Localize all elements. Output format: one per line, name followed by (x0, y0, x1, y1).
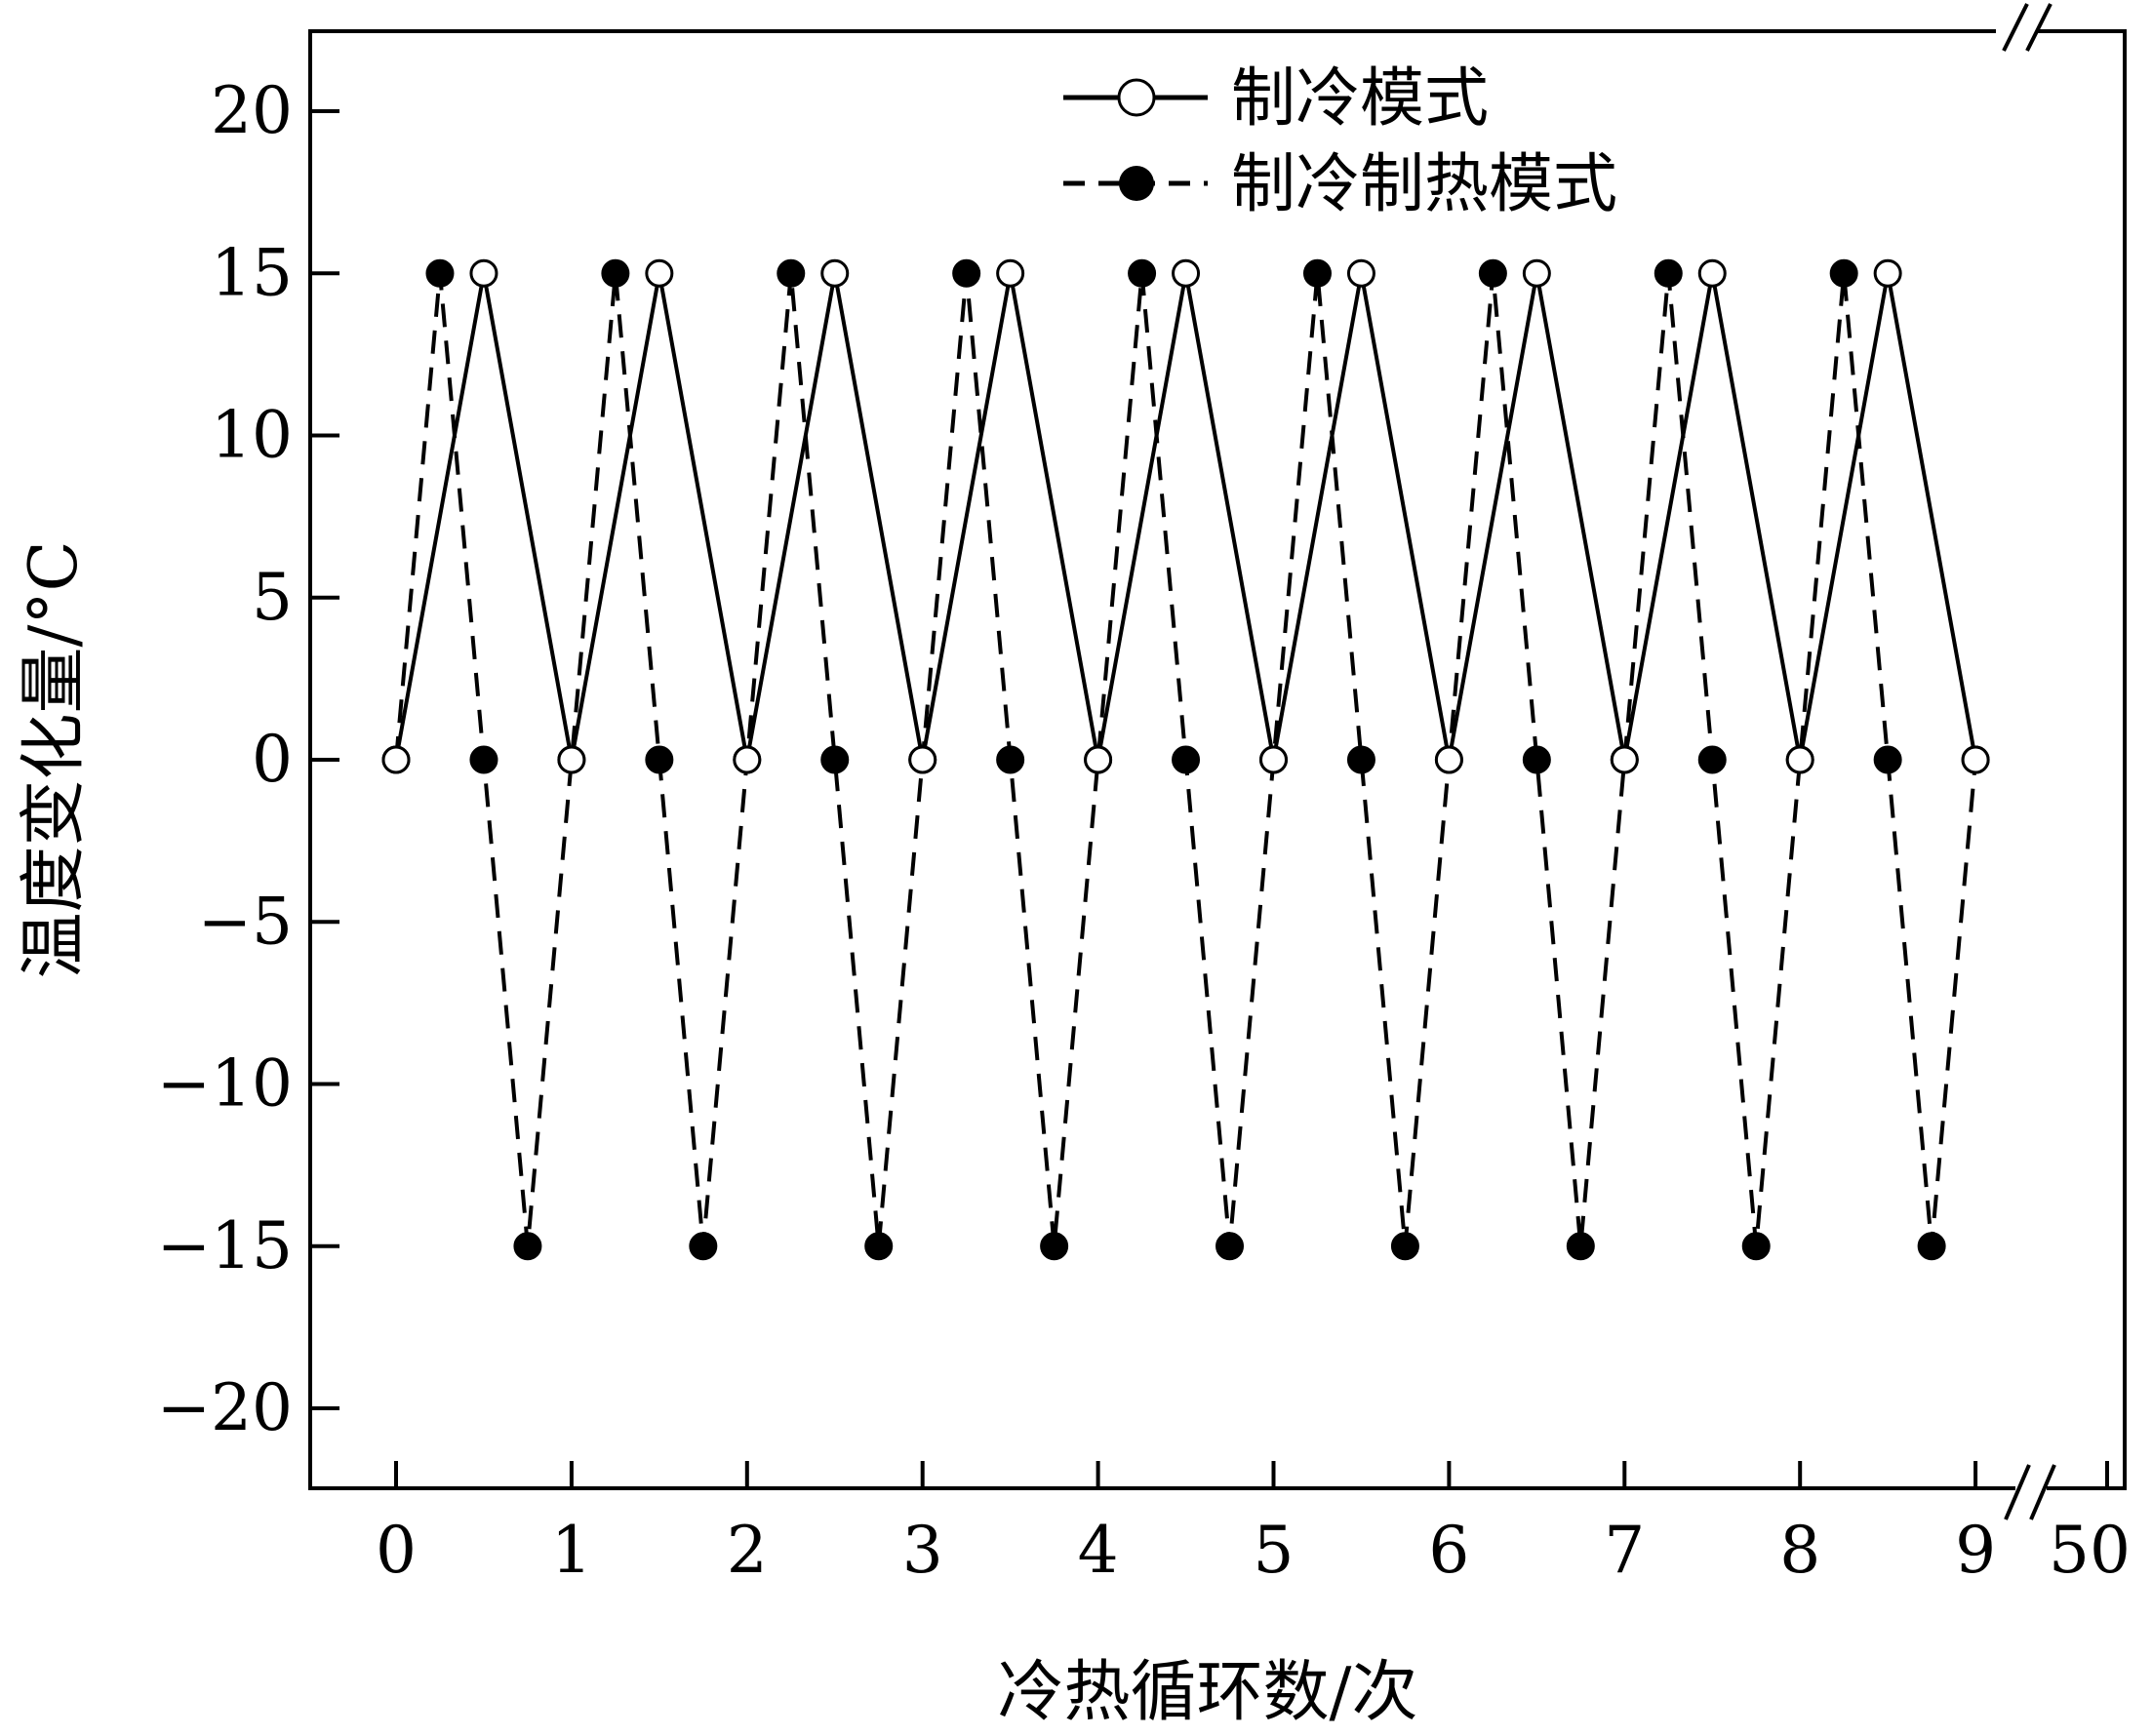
axis-break-mark-top-1 (2002, 3, 2029, 52)
point-cooling-heating (1522, 745, 1551, 774)
y-tick-label: −10 (157, 1046, 293, 1122)
x-tick-label: 1 (551, 1513, 592, 1588)
point-cooling-heating (1172, 745, 1201, 774)
point-cooling-heating (864, 1232, 894, 1261)
point-cooling (1172, 258, 1201, 288)
point-cooling-heating (1215, 1232, 1245, 1261)
point-cooling-heating (1128, 258, 1157, 288)
point-cooling-heating (1697, 745, 1727, 774)
point-cooling (1961, 745, 1990, 774)
point-cooling-heating (425, 258, 455, 288)
point-cooling-heating (689, 1232, 718, 1261)
x-tick-label: 2 (727, 1513, 768, 1588)
x-tick-label: 8 (1779, 1513, 1820, 1588)
axis-break-mark-bottom-2 (2029, 1464, 2056, 1520)
legend: 制冷模式 制冷制热模式 (1063, 60, 1617, 221)
point-cooling-heating (645, 745, 674, 774)
point-cooling-heating (1829, 258, 1858, 288)
point-cooling (1259, 745, 1288, 774)
point-cooling (1785, 745, 1814, 774)
y-tick-label: −5 (198, 884, 293, 959)
x-axis-label: 冷热循环数/次 (998, 1654, 1418, 1731)
y-axis-label: 温度变化量/°C (16, 541, 93, 979)
point-cooling (1873, 258, 1902, 288)
point-cooling-heating (1390, 1232, 1419, 1261)
point-cooling-heating (777, 258, 806, 288)
point-cooling (1522, 258, 1551, 288)
point-cooling-heating (513, 1232, 542, 1261)
series-points (381, 258, 1990, 1261)
x-tick-label: 5 (1254, 1513, 1295, 1588)
x-tick-label: 3 (902, 1513, 943, 1588)
x-tick-label: 50 (2049, 1513, 2131, 1588)
point-cooling (908, 745, 937, 774)
point-cooling-heating (1917, 1232, 1946, 1261)
y-tick-label: 10 (211, 398, 293, 473)
point-cooling-heating (1302, 258, 1332, 288)
point-cooling-heating (1346, 745, 1375, 774)
y-tick-label: 20 (211, 73, 293, 148)
axis-break-gap-top (1996, 23, 2037, 39)
axis-break-gap-bottom (2015, 1480, 2047, 1496)
series-line-cooling (394, 272, 1978, 761)
y-tick-label: 15 (211, 235, 293, 310)
point-cooling-heating (1654, 258, 1683, 288)
point-cooling (645, 258, 674, 288)
point-cooling (1697, 258, 1727, 288)
point-cooling (1084, 745, 1113, 774)
point-cooling-heating (601, 258, 630, 288)
point-cooling (733, 745, 762, 774)
point-cooling-heating (996, 745, 1025, 774)
point-cooling (381, 745, 411, 774)
y-tick-label: 5 (252, 560, 293, 635)
x-tick-label: 4 (1078, 1513, 1119, 1588)
point-cooling (996, 258, 1025, 288)
point-cooling (820, 258, 850, 288)
point-cooling-heating (1873, 745, 1902, 774)
x-tick-label: 6 (1428, 1513, 1469, 1588)
point-cooling-heating (1478, 258, 1507, 288)
axis-break-mark-bottom-1 (2004, 1464, 2031, 1520)
point-cooling-heating (469, 745, 498, 774)
legend-label-cooling-heating: 制冷制热模式 (1231, 146, 1617, 221)
y-axis-ticks: 20 15 10 5 0 −5 −10 −15 −20 (157, 73, 339, 1445)
point-cooling-heating (820, 745, 850, 774)
y-tick-label: 0 (252, 722, 293, 797)
point-cooling-heating (1741, 1232, 1771, 1261)
legend-marker-cooling (1117, 78, 1156, 117)
point-cooling-heating (1566, 1232, 1595, 1261)
x-tick-label: 9 (1955, 1513, 1996, 1588)
point-cooling-heating (1040, 1232, 1069, 1261)
point-cooling (1434, 745, 1463, 774)
legend-marker-cooling-heating (1119, 166, 1154, 201)
point-cooling (1610, 745, 1639, 774)
legend-label-cooling: 制冷模式 (1231, 60, 1489, 136)
x-tick-label: 7 (1604, 1513, 1645, 1588)
x-axis-ticks: 0 1 2 3 4 5 6 7 8 9 50 (376, 1461, 2131, 1588)
point-cooling (557, 745, 586, 774)
axis-break-mark-top-2 (2025, 3, 2052, 52)
point-cooling-heating (952, 258, 981, 288)
point-cooling (1346, 258, 1375, 288)
x-tick-label: 0 (376, 1513, 417, 1588)
y-tick-label: −20 (157, 1370, 293, 1445)
y-tick-label: −15 (157, 1208, 293, 1283)
point-cooling (469, 258, 498, 288)
